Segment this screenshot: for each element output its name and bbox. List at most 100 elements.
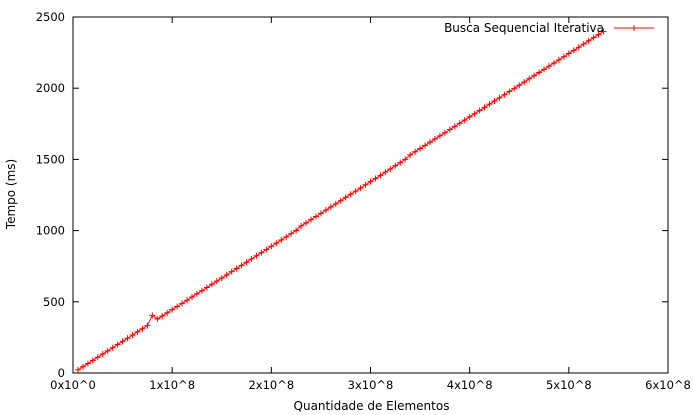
data-point-marker xyxy=(164,309,171,316)
data-point-marker xyxy=(193,290,200,297)
data-point-marker xyxy=(511,85,518,92)
data-point-marker xyxy=(94,354,101,361)
data-point-marker xyxy=(159,313,166,320)
data-point-marker xyxy=(174,303,181,310)
data-point-marker xyxy=(104,347,111,354)
plot-border xyxy=(72,16,669,374)
data-point-marker xyxy=(451,123,458,130)
data-point-marker xyxy=(377,172,384,179)
data-point-marker xyxy=(317,210,324,217)
legend: Busca Sequencial Iterativa xyxy=(444,21,654,35)
y-tick-label: 2500 xyxy=(36,10,65,24)
data-point-marker xyxy=(332,200,339,207)
data-point-marker xyxy=(218,275,225,282)
x-tick-label: 6x10^8 xyxy=(645,378,691,392)
x-tick-labels: 0x10^0 1x10^8 2x10^8 3x10^8 4x10^8 5x10^8 6x10… xyxy=(50,378,691,392)
data-point-marker xyxy=(308,216,314,223)
data-point-marker xyxy=(526,75,533,82)
data-point-marker xyxy=(372,175,379,182)
y-tick-label: 2000 xyxy=(36,81,65,95)
data-point-marker xyxy=(441,129,448,136)
data-point-marker xyxy=(431,136,438,143)
data-point-marker xyxy=(352,188,359,195)
data-point-marker xyxy=(288,230,295,237)
data-point-marker xyxy=(417,145,424,152)
data-point-marker xyxy=(516,82,523,89)
data-point-marker xyxy=(550,59,557,66)
data-point-marker xyxy=(387,165,394,172)
data-point-marker xyxy=(322,207,329,214)
y-tick-label: 1000 xyxy=(36,224,65,238)
plot-frame xyxy=(72,16,669,374)
data-point-marker xyxy=(337,197,344,204)
data-point-marker xyxy=(501,91,508,98)
y-tick-labels: 0 500 1000 1500 2000 2500 xyxy=(36,10,65,380)
data-point-marker xyxy=(293,227,300,234)
data-point-marker xyxy=(595,31,602,38)
data-point-marker xyxy=(362,181,369,188)
data-point-marker xyxy=(303,219,310,226)
x-tick-label: 5x10^8 xyxy=(546,378,592,392)
data-point-marker xyxy=(427,139,433,146)
data-point-marker xyxy=(189,293,195,300)
data-point-marker xyxy=(213,278,220,285)
data-point-marker xyxy=(312,213,319,220)
data-point-marker xyxy=(590,34,597,41)
data-point-marker xyxy=(129,332,136,339)
data-point-marker xyxy=(169,306,176,313)
data-point-marker xyxy=(347,191,354,198)
data-point-marker xyxy=(238,262,245,269)
x-tick-label: 0x10^0 xyxy=(50,378,96,392)
data-point-marker xyxy=(243,259,250,266)
series-layer xyxy=(74,28,607,373)
data-point-marker xyxy=(84,360,91,367)
data-point-marker xyxy=(436,132,443,139)
data-point-marker xyxy=(521,79,528,86)
data-point-marker xyxy=(476,107,483,114)
data-point-marker xyxy=(273,240,280,247)
data-point-marker xyxy=(412,148,419,155)
data-point-marker xyxy=(228,268,235,275)
data-point-marker xyxy=(506,88,513,95)
data-point-marker xyxy=(422,142,429,149)
data-point-marker xyxy=(179,300,186,307)
data-point-marker xyxy=(536,69,543,76)
data-point-marker xyxy=(585,37,592,44)
data-point-marker xyxy=(79,363,86,370)
data-point-marker xyxy=(139,325,146,332)
data-point-marker xyxy=(580,41,587,48)
data-point-marker xyxy=(486,101,493,108)
data-point-marker xyxy=(570,47,577,54)
legend-sample xyxy=(614,25,654,31)
data-point-marker xyxy=(278,236,285,243)
data-point-marker xyxy=(154,315,161,322)
data-point-marker xyxy=(402,156,409,163)
data-point-marker xyxy=(119,338,126,345)
data-point-marker xyxy=(184,297,191,304)
data-point-marker xyxy=(258,249,265,256)
data-point-marker xyxy=(89,357,96,364)
data-point-marker xyxy=(461,117,468,124)
data-point-marker xyxy=(263,246,270,253)
axis-ticks xyxy=(72,16,669,374)
data-point-marker xyxy=(327,203,334,210)
data-point-marker xyxy=(298,223,305,230)
data-point-marker xyxy=(397,159,404,166)
data-point-marker xyxy=(575,44,582,51)
x-axis-label: Quantidade de Elementos xyxy=(294,399,450,413)
data-point-marker xyxy=(491,98,498,105)
data-point-marker xyxy=(471,110,478,117)
data-point-marker xyxy=(144,322,151,329)
data-point-marker xyxy=(481,104,488,111)
y-tick-label: 0 xyxy=(58,366,65,380)
data-point-marker xyxy=(367,178,374,185)
data-point-marker xyxy=(446,126,453,133)
x-tick-label: 2x10^8 xyxy=(248,378,294,392)
data-point-marker xyxy=(546,63,552,70)
data-point-marker xyxy=(466,113,473,120)
data-point-marker xyxy=(555,56,562,63)
data-point-marker xyxy=(99,351,106,358)
data-point-marker xyxy=(531,72,538,79)
data-point-marker xyxy=(74,366,81,373)
